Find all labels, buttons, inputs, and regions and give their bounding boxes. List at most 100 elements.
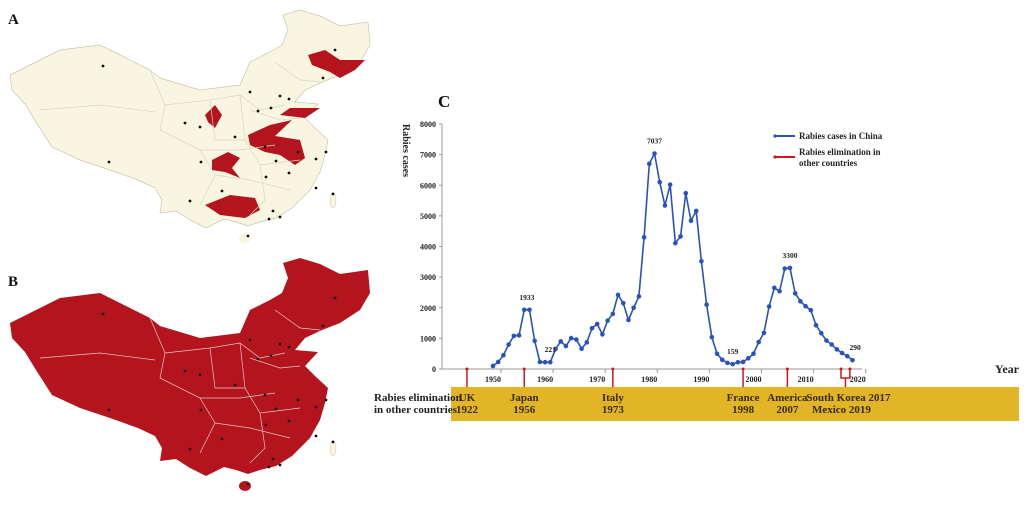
city-dot bbox=[264, 175, 268, 179]
city-dot bbox=[198, 373, 202, 377]
city-dot bbox=[188, 447, 192, 451]
province-border bbox=[274, 61, 321, 83]
province-border bbox=[149, 317, 216, 454]
data-point bbox=[709, 334, 715, 340]
data-point bbox=[850, 357, 855, 363]
data-point bbox=[683, 190, 689, 196]
data-point bbox=[756, 339, 762, 345]
city-dot bbox=[107, 160, 111, 164]
data-point bbox=[511, 333, 517, 339]
data-point bbox=[527, 307, 532, 313]
city-dot bbox=[198, 125, 202, 129]
data-label: 159 bbox=[727, 347, 739, 356]
elimination-marker-dot bbox=[611, 367, 615, 371]
elimination-label-year: 1956 bbox=[513, 404, 536, 416]
y-tick-label: 6000 bbox=[420, 181, 436, 190]
city-dot bbox=[183, 369, 187, 373]
province-border bbox=[249, 109, 301, 121]
x-axis-title: Year bbox=[995, 362, 1020, 376]
china-outline bbox=[9, 9, 371, 229]
affected-province bbox=[205, 195, 260, 218]
taiwan-island bbox=[329, 439, 337, 457]
city-dot bbox=[314, 186, 318, 190]
data-point bbox=[844, 353, 850, 359]
chart-axes: 0 1000 2000 3000 4000 5000 6000 7000 8000 1950 196… bbox=[420, 120, 867, 384]
legend: Rabies cases in China Rabies elimination… bbox=[773, 131, 883, 168]
data-point bbox=[553, 346, 558, 352]
city-dot bbox=[321, 324, 325, 328]
city-dot bbox=[256, 357, 260, 361]
panel-label-c: C bbox=[438, 92, 450, 111]
data-point bbox=[719, 357, 725, 363]
data-point bbox=[584, 340, 590, 345]
city-dot bbox=[269, 354, 273, 358]
elimination-label-year: 1922 bbox=[456, 404, 479, 416]
data-point bbox=[808, 307, 814, 313]
province-border bbox=[249, 164, 266, 216]
data-point bbox=[678, 234, 683, 239]
affected-province bbox=[205, 105, 222, 128]
city-dot bbox=[274, 407, 278, 411]
province-border bbox=[249, 357, 301, 369]
province-border bbox=[209, 347, 245, 389]
city-dot bbox=[248, 90, 252, 94]
city-dot bbox=[271, 209, 275, 213]
data-point bbox=[631, 305, 636, 311]
elimination-marker-dot bbox=[785, 367, 789, 371]
province-border bbox=[39, 352, 156, 361]
data-point bbox=[704, 302, 709, 307]
city-dot bbox=[287, 171, 291, 175]
data-point bbox=[657, 179, 663, 185]
legend-dot-cases bbox=[773, 134, 777, 138]
data-point bbox=[766, 304, 772, 309]
elimination-marker-dot bbox=[465, 367, 469, 371]
x-tick-label: 1950 bbox=[485, 375, 501, 384]
city-dot bbox=[246, 482, 250, 486]
city-dot bbox=[278, 94, 282, 98]
city-dot bbox=[331, 440, 335, 444]
data-point bbox=[714, 351, 720, 356]
data-point bbox=[699, 258, 704, 264]
data-label: 7037 bbox=[647, 136, 662, 145]
province-border bbox=[209, 99, 245, 141]
city-dot bbox=[314, 157, 318, 161]
data-point bbox=[589, 325, 595, 331]
legend-label-elimination-2: other countries bbox=[799, 158, 858, 168]
legend-label-cases: Rabies cases in China bbox=[799, 131, 883, 141]
province-border bbox=[200, 144, 276, 151]
y-tick-label: 0 bbox=[432, 365, 436, 374]
data-point bbox=[605, 318, 610, 323]
data-point bbox=[537, 359, 543, 365]
city-dot bbox=[269, 106, 273, 110]
city-dot bbox=[331, 192, 335, 196]
elimination-marker-dot bbox=[741, 367, 745, 371]
elimination-marker-dot bbox=[839, 367, 843, 371]
y-tick-label: 5000 bbox=[420, 212, 436, 221]
data-point bbox=[777, 288, 782, 294]
data-point bbox=[829, 342, 834, 347]
data-point bbox=[725, 360, 730, 366]
elimination-label-country: France bbox=[727, 392, 760, 404]
y-tick-label: 8000 bbox=[420, 120, 436, 129]
timeline-band bbox=[451, 387, 1019, 421]
city-dot bbox=[296, 150, 300, 154]
city-dot bbox=[220, 189, 224, 193]
data-point bbox=[495, 359, 501, 365]
data-point bbox=[620, 300, 626, 306]
data-point bbox=[574, 337, 579, 342]
data-point bbox=[641, 235, 647, 240]
data-point bbox=[568, 335, 574, 341]
city-dot bbox=[246, 234, 250, 238]
china-map-all-provinces bbox=[10, 258, 370, 491]
city-dot bbox=[199, 160, 203, 164]
city-dot bbox=[314, 405, 318, 409]
elimination-marker-dot bbox=[848, 367, 852, 371]
panel-label-b: B bbox=[8, 274, 18, 290]
elimination-label-country: South Korea 2017 bbox=[806, 392, 891, 404]
series-line bbox=[492, 151, 853, 367]
city-dot bbox=[220, 437, 224, 441]
x-tick-label: 1980 bbox=[641, 375, 657, 384]
data-point bbox=[542, 359, 548, 365]
data-point bbox=[772, 285, 777, 291]
